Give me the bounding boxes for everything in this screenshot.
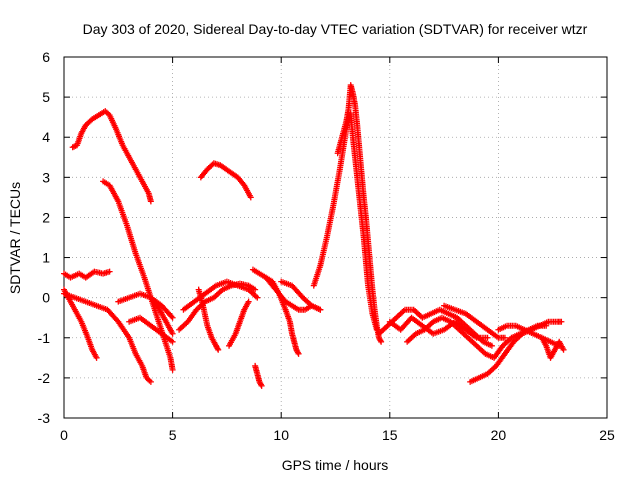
x-tick-label: 20 [491, 427, 507, 443]
data-point-marker [252, 286, 259, 293]
y-tick-label: -2 [38, 370, 51, 386]
data-point-marker [558, 318, 565, 325]
y-tick-label: 5 [42, 89, 50, 105]
x-tick-label: 5 [169, 427, 177, 443]
data-point-marker [501, 334, 508, 341]
data-point-marker [147, 378, 154, 385]
series-arc-8 [147, 294, 176, 337]
series-arc-1 [69, 108, 154, 205]
data-point-marker [245, 298, 252, 305]
data-point-marker [214, 345, 221, 352]
data-point-marker [560, 346, 567, 353]
data-point-marker [378, 338, 385, 345]
data-point-marker [298, 293, 305, 300]
series-arc-13 [226, 298, 252, 349]
data-marks [61, 82, 567, 389]
plot-frame [63, 56, 608, 419]
data-point-marker [247, 194, 254, 201]
data-point-marker [240, 181, 247, 188]
series-arc-18 [310, 110, 380, 333]
y-tick-label: 1 [42, 250, 50, 266]
data-point-marker [488, 342, 495, 349]
data-point-marker [484, 334, 491, 341]
data-point-marker [106, 268, 113, 275]
tick-labels: 0 5 10 15 20 25 -3 -2 -1 0 1 2 3 4 5 6 [38, 49, 615, 443]
data-point-marker [317, 306, 324, 313]
series-arc-26 [538, 334, 567, 361]
data-point-marker [169, 366, 176, 373]
series-arc-4 [61, 286, 100, 361]
y-tick-label: 2 [42, 209, 50, 225]
data-point-marker [147, 198, 154, 205]
data-point-marker [257, 381, 264, 388]
y-axis-label: SDTVAR / TECUs [7, 182, 23, 294]
data-point-marker [169, 330, 176, 337]
data-point-marker [168, 313, 175, 320]
data-point-marker [294, 349, 301, 356]
series-arc-16 [262, 274, 302, 357]
x-tick-label: 25 [599, 427, 615, 443]
data-point-marker [258, 382, 265, 389]
x-tick-label: 10 [273, 427, 289, 443]
series-arc-23 [441, 302, 508, 341]
data-point-marker [377, 337, 384, 344]
series-arc-14 [252, 362, 265, 389]
data-point-marker [215, 346, 222, 353]
x-tick-label: 0 [60, 427, 68, 443]
y-tick-label: 4 [42, 129, 50, 145]
series-arc-6 [115, 290, 176, 321]
y-tick-label: 0 [42, 290, 50, 306]
data-point-marker [295, 350, 302, 357]
data-point-marker [153, 301, 160, 308]
series-arc-12 [195, 286, 222, 353]
series-arc-3 [61, 268, 113, 281]
chart-title: Day 303 of 2020, Sidereal Day-to-day VTE… [83, 21, 588, 37]
x-tick-label: 15 [382, 427, 398, 443]
data-point-marker [93, 354, 100, 361]
axis-ticks [63, 56, 608, 419]
series-arc-2 [100, 178, 176, 373]
series-arc-9 [197, 160, 254, 201]
series-arc-7 [126, 314, 176, 345]
y-tick-label: 6 [42, 49, 50, 65]
series-arc-5 [61, 290, 154, 385]
y-tick-label: -1 [38, 330, 51, 346]
series-arc-17 [278, 278, 324, 313]
y-tick-label: -3 [38, 410, 51, 426]
y-tick-label: 3 [42, 169, 50, 185]
x-axis-label: GPS time / hours [282, 457, 389, 473]
data-point-marker [169, 314, 176, 321]
data-point-marker [254, 294, 261, 301]
data-point-marker [169, 338, 176, 345]
series-arc-19 [334, 82, 385, 345]
